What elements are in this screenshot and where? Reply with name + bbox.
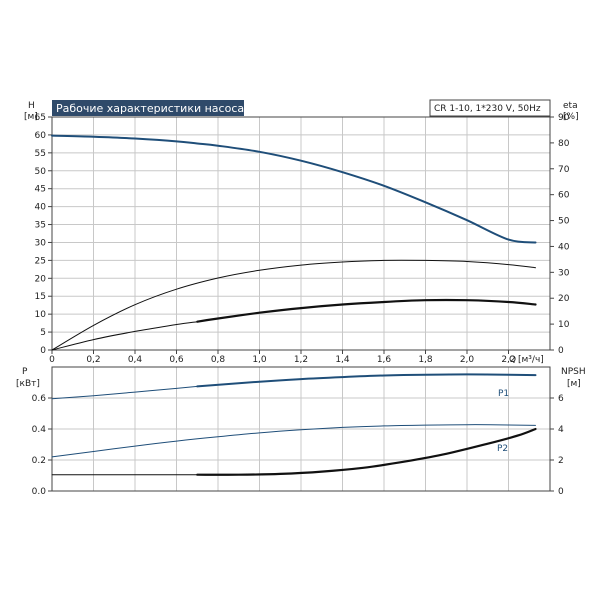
bottom-left-tick-label: 0.2 <box>32 456 46 466</box>
chart-title-banner <box>52 100 244 116</box>
top-left-tick-label: 20 <box>35 274 47 284</box>
top-series-1-line <box>51 259 536 351</box>
bottom-left-tick-label: 0.0 <box>32 487 47 497</box>
x-tick-label: 0,2 <box>86 355 100 365</box>
x-tick-label: 1,4 <box>335 355 350 365</box>
bottom-left-tick-label: 0.4 <box>32 425 47 435</box>
x-tick-label: 2,2 <box>501 355 515 365</box>
frame-layer <box>48 116 554 492</box>
top-left-tick-label: 65 <box>35 113 46 123</box>
bottom-series-1-line <box>196 373 537 388</box>
p-axis-label: P <box>22 367 28 377</box>
x-tick-label: 0,4 <box>128 355 143 365</box>
x-tick-label: 2,0 <box>460 355 475 365</box>
pump-label-box <box>429 99 551 117</box>
bottom-left-tick-label: 0.6 <box>32 394 47 404</box>
top-series-0-line <box>51 134 537 244</box>
bottom-right-tick-label: 6 <box>558 394 564 404</box>
bottom-series-4-line <box>196 427 537 476</box>
top-right-tick-label: 10 <box>558 320 570 330</box>
p2-curve-label: P2 <box>497 444 508 454</box>
x-tick-label: 1,6 <box>377 355 392 365</box>
pump-label: CR 1-10, 1*230 V, 50Hz <box>434 104 541 114</box>
top-right-tick-label: 80 <box>558 139 570 149</box>
grid-layer <box>51 116 551 492</box>
x-tick-label: 0,8 <box>211 355 226 365</box>
bottom-right-tick-label: 4 <box>558 425 564 435</box>
top-left-tick-label: 35 <box>35 221 46 231</box>
bottom-series-0-line <box>51 385 198 400</box>
top-right-tick-label: 90 <box>558 113 570 123</box>
top-left-tick-label: 40 <box>35 203 47 213</box>
bottom-series-2-line <box>51 424 536 458</box>
h-axis-unit: [м] <box>24 112 38 122</box>
x-tick-label: 0,6 <box>169 355 184 365</box>
curve-layer <box>51 134 537 476</box>
x-tick-label: 1,2 <box>294 355 308 365</box>
top-left-tick-label: 5 <box>40 328 46 338</box>
top-left-tick-label: 15 <box>35 292 46 302</box>
top-series-2-line <box>51 321 198 351</box>
top-left-tick-label: 25 <box>35 256 46 266</box>
top-left-tick-label: 50 <box>35 167 47 177</box>
top-right-tick-label: 60 <box>558 191 570 201</box>
chart-title: Рабочие характеристики насоса <box>56 102 244 115</box>
q-axis-label: Q <box>509 355 516 365</box>
eta-axis-unit: [%] <box>563 112 579 122</box>
top-right-tick-label: 50 <box>558 217 570 227</box>
top-right-tick-label: 70 <box>558 165 570 175</box>
npsh-axis-unit: [м] <box>567 379 581 389</box>
top-left-tick-label: 30 <box>35 238 47 248</box>
x-tick-label: 1,8 <box>418 355 433 365</box>
h-axis-label: H <box>28 101 35 111</box>
top-right-tick-label: 0 <box>558 346 564 356</box>
bottom-right-tick-label: 2 <box>558 456 564 466</box>
p1-curve-label: P1 <box>498 389 509 399</box>
npsh-axis-label: NPSH <box>561 367 586 377</box>
top-right-tick-label: 30 <box>558 268 570 278</box>
top-left-tick-label: 45 <box>35 185 46 195</box>
x-tick-label: 0 <box>49 355 55 365</box>
top-left-tick-label: 55 <box>35 149 46 159</box>
tick-layer: 0510152025303540455055606501020304050607… <box>32 113 570 497</box>
top-series-3-line <box>196 298 537 323</box>
top-left-tick-label: 10 <box>35 310 47 320</box>
eta-axis-label: eta <box>563 101 578 111</box>
top-left-tick-label: 0 <box>40 346 46 356</box>
q-axis-unit: [м³/ч] <box>518 355 544 365</box>
top-left-tick-label: 60 <box>35 131 47 141</box>
top-right-tick-label: 20 <box>558 294 570 304</box>
bottom-right-tick-label: 0 <box>558 487 564 497</box>
top-right-tick-label: 40 <box>558 242 570 252</box>
p-axis-unit: [кВт] <box>16 379 40 389</box>
x-tick-label: 1,0 <box>252 355 267 365</box>
